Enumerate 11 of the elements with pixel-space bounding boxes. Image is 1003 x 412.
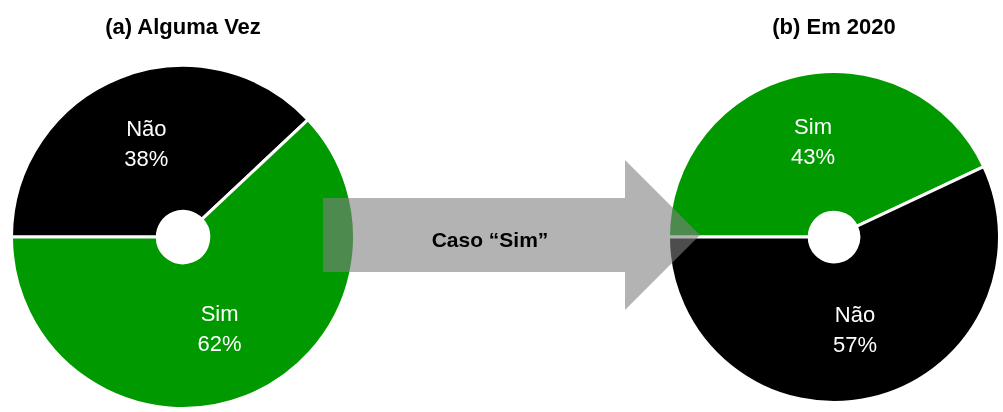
slice-label: Sim [200, 300, 239, 326]
chart-title: (a) Alguma Vez [105, 14, 261, 40]
data-label: 38% [124, 145, 169, 171]
slice-label: Não [834, 301, 876, 327]
chart-title: (b) Em 2020 [772, 14, 896, 40]
data-label: 43% [791, 144, 836, 170]
data-label: 62% [197, 330, 242, 356]
data-label: 57% [832, 331, 877, 357]
text: Caso “Sim” [431, 228, 549, 252]
slice-label: Não [126, 115, 167, 141]
slice-label: Sim [794, 114, 833, 140]
